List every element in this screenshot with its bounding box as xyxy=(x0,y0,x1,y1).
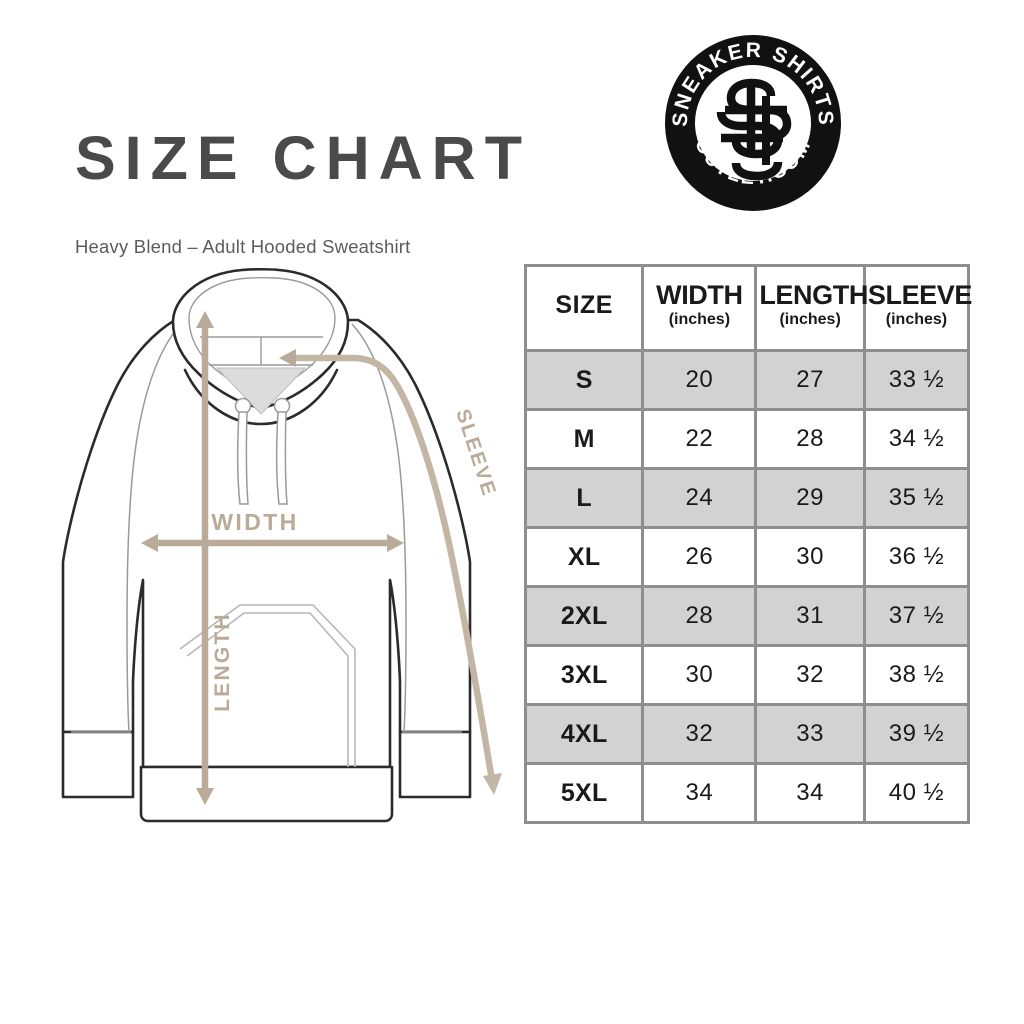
table-row: 2XL 28 31 37 ½ xyxy=(523,585,971,647)
measurement-overlay: WIDTH LENGTH SLEEVE xyxy=(141,311,502,805)
cell-size: XL xyxy=(523,526,645,588)
size-table-container: SIZE WIDTH (inches) LENGTH (inches) SLEE… xyxy=(523,264,973,824)
cell-width: 28 xyxy=(641,585,758,647)
column-header-length-label: LENGTH xyxy=(759,279,868,310)
cell-length: 34 xyxy=(754,762,866,824)
cell-length: 32 xyxy=(754,644,866,706)
cell-length: 27 xyxy=(754,349,866,411)
column-header-width-unit: (inches) xyxy=(668,311,731,329)
column-header-sleeve-unit: (inches) xyxy=(885,311,948,329)
logo-monogram xyxy=(716,78,792,181)
length-label: LENGTH xyxy=(211,612,234,712)
cell-sleeve: 33 ½ xyxy=(862,349,971,411)
hoodie-drawstrings xyxy=(234,397,291,505)
cell-size: S xyxy=(523,349,645,411)
cell-size: 3XL xyxy=(523,644,645,706)
cell-sleeve: 39 ½ xyxy=(862,703,971,765)
cell-width: 24 xyxy=(641,467,758,529)
table-row: 4XL 32 33 39 ½ xyxy=(523,703,971,765)
column-header-sleeve: SLEEVE (inches) xyxy=(862,264,973,352)
page-title: SIZE CHART xyxy=(75,124,531,192)
cell-size: M xyxy=(523,408,645,470)
table-row: L 24 29 35 ½ xyxy=(523,467,971,529)
cell-length: 30 xyxy=(754,526,866,588)
brand-logo: SNEAKER SHIRTS OUTLET.COM xyxy=(663,33,843,213)
cell-width: 20 xyxy=(641,349,758,411)
cell-length: 33 xyxy=(754,703,866,765)
table-row: 3XL 30 32 38 ½ xyxy=(523,644,971,706)
hoodie-hood xyxy=(171,267,350,426)
page-subtitle: Heavy Blend – Adult Hooded Sweatshirt xyxy=(75,236,411,258)
sleeve-measure-arrow xyxy=(279,349,502,795)
table-row: S 20 27 33 ½ xyxy=(523,349,971,411)
cell-length: 28 xyxy=(754,408,866,470)
length-measure-arrow xyxy=(196,311,214,805)
cell-size: L xyxy=(523,467,645,529)
table-row: M 22 28 34 ½ xyxy=(523,408,971,470)
cell-size: 5XL xyxy=(523,762,645,824)
hood-shadow xyxy=(215,367,307,415)
cell-width: 30 xyxy=(641,644,758,706)
table-row: 5XL 34 34 40 ½ xyxy=(523,762,971,824)
hoodie-illustration: WIDTH LENGTH SLEEVE xyxy=(55,262,530,832)
width-label: WIDTH xyxy=(211,509,298,535)
title-block: SIZE CHART Heavy Blend – Adult Hooded Sw… xyxy=(75,124,531,258)
column-header-length-unit: (inches) xyxy=(779,311,841,329)
sleeve-label: SLEEVE xyxy=(451,407,500,500)
column-header-size-label: SIZE xyxy=(555,291,613,320)
cuff-left xyxy=(61,730,135,799)
cell-width: 34 xyxy=(641,762,758,824)
column-header-sleeve-label: SLEEVE xyxy=(867,279,973,310)
column-header-length: LENGTH (inches) xyxy=(754,264,868,352)
hoodie-hem xyxy=(139,765,394,823)
cell-size: 2XL xyxy=(523,585,645,647)
cell-sleeve: 40 ½ xyxy=(862,762,971,824)
cell-sleeve: 35 ½ xyxy=(862,467,971,529)
table-header-row: SIZE WIDTH (inches) LENGTH (inches) SLEE… xyxy=(523,264,973,352)
cell-sleeve: 38 ½ xyxy=(862,644,971,706)
hoodie-seams xyxy=(71,323,462,733)
column-header-width: WIDTH (inches) xyxy=(641,264,758,352)
cell-sleeve: 36 ½ xyxy=(862,526,971,588)
cell-width: 32 xyxy=(641,703,758,765)
cell-length: 31 xyxy=(754,585,866,647)
column-header-width-label: WIDTH xyxy=(656,279,743,310)
size-table: SIZE WIDTH (inches) LENGTH (inches) SLEE… xyxy=(523,264,973,824)
column-header-size: SIZE xyxy=(523,264,645,352)
cell-width: 22 xyxy=(641,408,758,470)
size-table-body: S 20 27 33 ½ M 22 28 34 ½ L 24 29 35 ½ XL 26 30 36 ½ 2XL… xyxy=(523,349,971,824)
hoodie-cuffs xyxy=(61,730,472,799)
cell-sleeve: 37 ½ xyxy=(862,585,971,647)
cell-length: 29 xyxy=(754,467,866,529)
cell-size: 4XL xyxy=(523,703,645,765)
cell-sleeve: 34 ½ xyxy=(862,408,971,470)
cell-width: 26 xyxy=(641,526,758,588)
cuff-right xyxy=(398,730,472,799)
hoodie-pocket xyxy=(179,604,356,767)
table-row: XL 26 30 36 ½ xyxy=(523,526,971,588)
width-measure-arrow xyxy=(141,534,404,552)
